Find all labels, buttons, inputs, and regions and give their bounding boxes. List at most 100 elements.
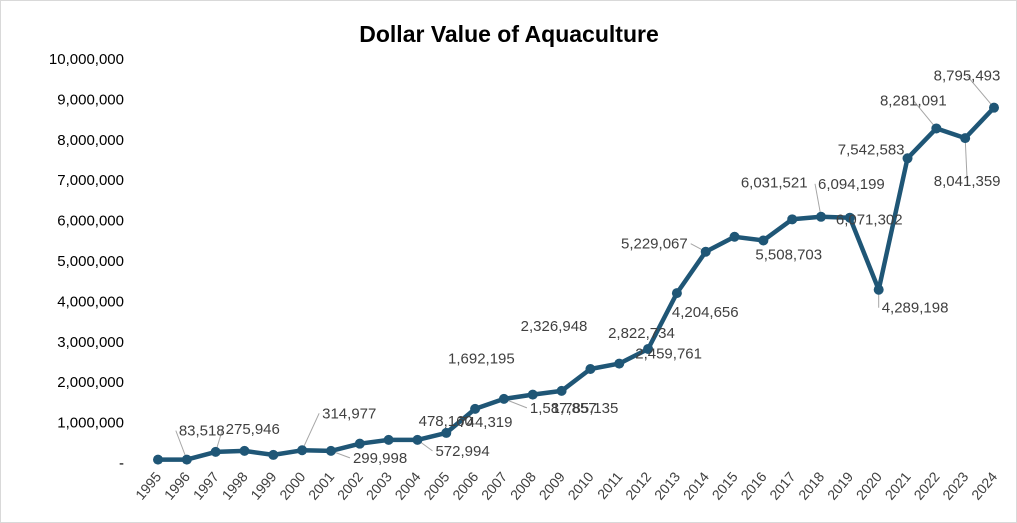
x-tick-label: 1997 <box>190 468 222 502</box>
data-point <box>498 393 509 404</box>
data-point <box>354 438 365 449</box>
data-point-markers <box>153 102 999 465</box>
data-label-leader <box>912 100 937 129</box>
data-point <box>412 434 423 445</box>
x-tick-label: 2017 <box>766 468 798 502</box>
x-tick-label: 2000 <box>276 468 308 502</box>
x-tick-label: 2001 <box>305 468 337 502</box>
data-label: 4,204,656 <box>672 304 739 321</box>
data-point <box>902 153 913 164</box>
data-point <box>816 211 827 222</box>
x-tick-label: 2006 <box>449 468 481 502</box>
data-label: 8,795,493 <box>934 68 1001 85</box>
y-tick-label: 5,000,000 <box>57 253 124 270</box>
data-label: 1,587,857 <box>530 400 597 417</box>
data-label-leader <box>964 138 968 182</box>
data-point <box>181 454 192 465</box>
data-label: 478,160 <box>419 413 473 430</box>
data-point <box>700 246 711 257</box>
data-label-leader <box>175 430 188 460</box>
x-tick-label: 2004 <box>391 468 423 502</box>
data-label: 5,229,067 <box>621 236 688 253</box>
y-axis: - 1,000,000 2,000,000 3,000,000 4,000,000 5,0… <box>49 51 124 472</box>
x-tick-label: 2019 <box>824 468 856 502</box>
x-tick-label: 2023 <box>939 468 971 502</box>
data-point <box>470 403 481 414</box>
x-tick-label: 2011 <box>594 468 626 502</box>
y-tick-label: 10,000,000 <box>49 51 124 68</box>
data-point <box>873 284 884 295</box>
y-tick-label: 7,000,000 <box>57 172 124 189</box>
x-tick-label: 2015 <box>709 468 741 502</box>
x-tick-label: 2020 <box>853 468 885 502</box>
x-tick-label: 2005 <box>420 468 452 502</box>
data-point <box>383 434 394 445</box>
data-label: 6,031,521 <box>741 174 808 191</box>
data-label: 299,998 <box>353 450 407 467</box>
x-tick-label: 2018 <box>795 468 827 502</box>
data-point <box>325 445 336 456</box>
y-tick-label: 4,000,000 <box>57 293 124 310</box>
data-point <box>614 358 625 369</box>
x-tick-label: 2002 <box>334 468 366 502</box>
data-point <box>210 446 221 457</box>
x-tick-label: 2014 <box>680 468 712 502</box>
chart-title: Dollar Value of Aquaculture <box>359 21 658 47</box>
y-tick-label: 1,000,000 <box>57 415 124 432</box>
y-tick-label: - <box>119 455 124 472</box>
data-point <box>989 102 999 113</box>
x-tick-label: 2003 <box>363 468 395 502</box>
data-label: 2,459,761 <box>635 346 702 363</box>
data-point <box>671 288 682 299</box>
data-label-leader <box>301 413 320 451</box>
y-tick-label: 8,000,000 <box>57 132 124 149</box>
data-label: 1,785,135 <box>552 400 619 417</box>
data-point <box>960 133 971 144</box>
data-label: 4,289,198 <box>882 300 949 317</box>
data-point <box>239 445 250 456</box>
data-label: 5,508,703 <box>755 246 822 263</box>
x-tick-label: 1996 <box>161 468 193 502</box>
x-tick-label: 2016 <box>737 468 769 502</box>
data-label: 8,281,091 <box>880 92 947 109</box>
data-label: 6,071,302 <box>836 212 903 229</box>
data-label: 83,518 <box>179 423 225 440</box>
y-tick-label: 6,000,000 <box>57 213 124 230</box>
data-label: 275,946 <box>226 421 280 438</box>
x-tick-label: 2022 <box>910 468 942 502</box>
data-labels: 83,518 275,946 314,977 299,998 478,160 572,99… <box>179 68 1001 467</box>
y-tick-label: 9,000,000 <box>57 91 124 108</box>
y-tick-label: 2,000,000 <box>57 374 124 391</box>
data-point <box>556 385 567 396</box>
data-label: 572,994 <box>435 443 489 460</box>
data-label-leader <box>966 75 995 108</box>
data-label: 2,326,948 <box>521 318 588 335</box>
x-tick-label: 2010 <box>564 468 596 502</box>
data-point <box>527 389 538 400</box>
data-point <box>643 343 654 354</box>
x-tick-label: 2009 <box>536 468 568 502</box>
x-tick-label: 1995 <box>132 468 164 502</box>
data-point <box>297 445 308 456</box>
x-tick-label: 2012 <box>622 468 654 502</box>
data-point <box>585 363 596 374</box>
data-point <box>844 212 855 223</box>
data-point <box>729 231 740 242</box>
data-point <box>931 123 942 134</box>
data-point <box>758 235 769 246</box>
x-tick-label: 2021 <box>882 468 914 502</box>
data-label: 8,041,359 <box>934 173 1001 190</box>
x-tick-label: 2008 <box>507 468 539 502</box>
x-tick-label: 2007 <box>478 468 510 502</box>
data-label: 7,542,583 <box>838 141 905 158</box>
data-point <box>441 427 452 438</box>
data-point <box>268 449 279 460</box>
data-point <box>153 454 163 465</box>
data-label-leader <box>814 183 822 217</box>
x-axis: 1995199619971998199920002001200220032004… <box>132 468 1000 502</box>
x-tick-label: 1998 <box>218 468 250 502</box>
data-label: 744,319 <box>458 414 512 431</box>
x-tick-label: 2013 <box>651 468 683 502</box>
